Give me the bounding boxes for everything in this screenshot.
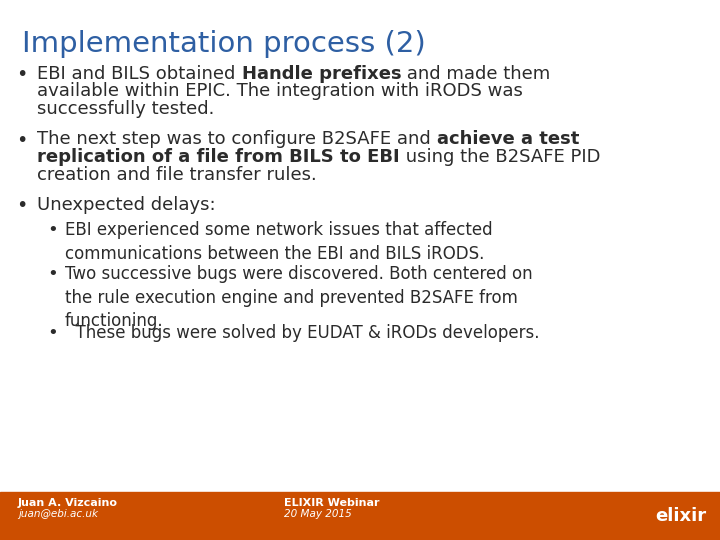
- Text: •: •: [47, 265, 58, 283]
- Text: available within EPIC. The integration with iRODS was: available within EPIC. The integration w…: [37, 82, 523, 100]
- Text: •: •: [16, 196, 27, 215]
- Text: juan@ebi.ac.uk: juan@ebi.ac.uk: [18, 509, 98, 519]
- Text: ELIXIR Webinar: ELIXIR Webinar: [284, 498, 380, 509]
- Text: and made them: and made them: [401, 65, 551, 83]
- Text: 20 May 2015: 20 May 2015: [284, 509, 352, 519]
- Text: •: •: [47, 325, 58, 342]
- Text: using the B2SAFE PID: using the B2SAFE PID: [400, 148, 600, 166]
- Text: creation and file transfer rules.: creation and file transfer rules.: [37, 165, 318, 184]
- Text: •: •: [16, 131, 27, 150]
- Text: EBI and BILS obtained: EBI and BILS obtained: [37, 65, 242, 83]
- Text: Unexpected delays:: Unexpected delays:: [37, 196, 216, 214]
- Text: EBI experienced some network issues that affected
communications between the EBI: EBI experienced some network issues that…: [65, 221, 492, 263]
- Text: successfully tested.: successfully tested.: [37, 100, 215, 118]
- Text: •: •: [47, 221, 58, 239]
- Text: Handle prefixes: Handle prefixes: [242, 65, 401, 83]
- Text: Juan A. Vizcaino: Juan A. Vizcaino: [18, 498, 118, 509]
- Text: achieve a test: achieve a test: [437, 131, 580, 149]
- Text: •: •: [16, 65, 27, 84]
- Text: The next step was to configure B2SAFE and: The next step was to configure B2SAFE an…: [37, 131, 437, 149]
- Text: Implementation process (2): Implementation process (2): [22, 30, 426, 58]
- Text: These bugs were solved by EUDAT & iRODs developers.: These bugs were solved by EUDAT & iRODs …: [65, 325, 539, 342]
- Text: replication of a file from BILS to EBI: replication of a file from BILS to EBI: [37, 148, 400, 166]
- Text: elixir: elixir: [654, 507, 706, 525]
- Text: Two successive bugs were discovered. Both centered on
the rule execution engine : Two successive bugs were discovered. Bot…: [65, 265, 532, 330]
- Bar: [0, 492, 720, 540]
